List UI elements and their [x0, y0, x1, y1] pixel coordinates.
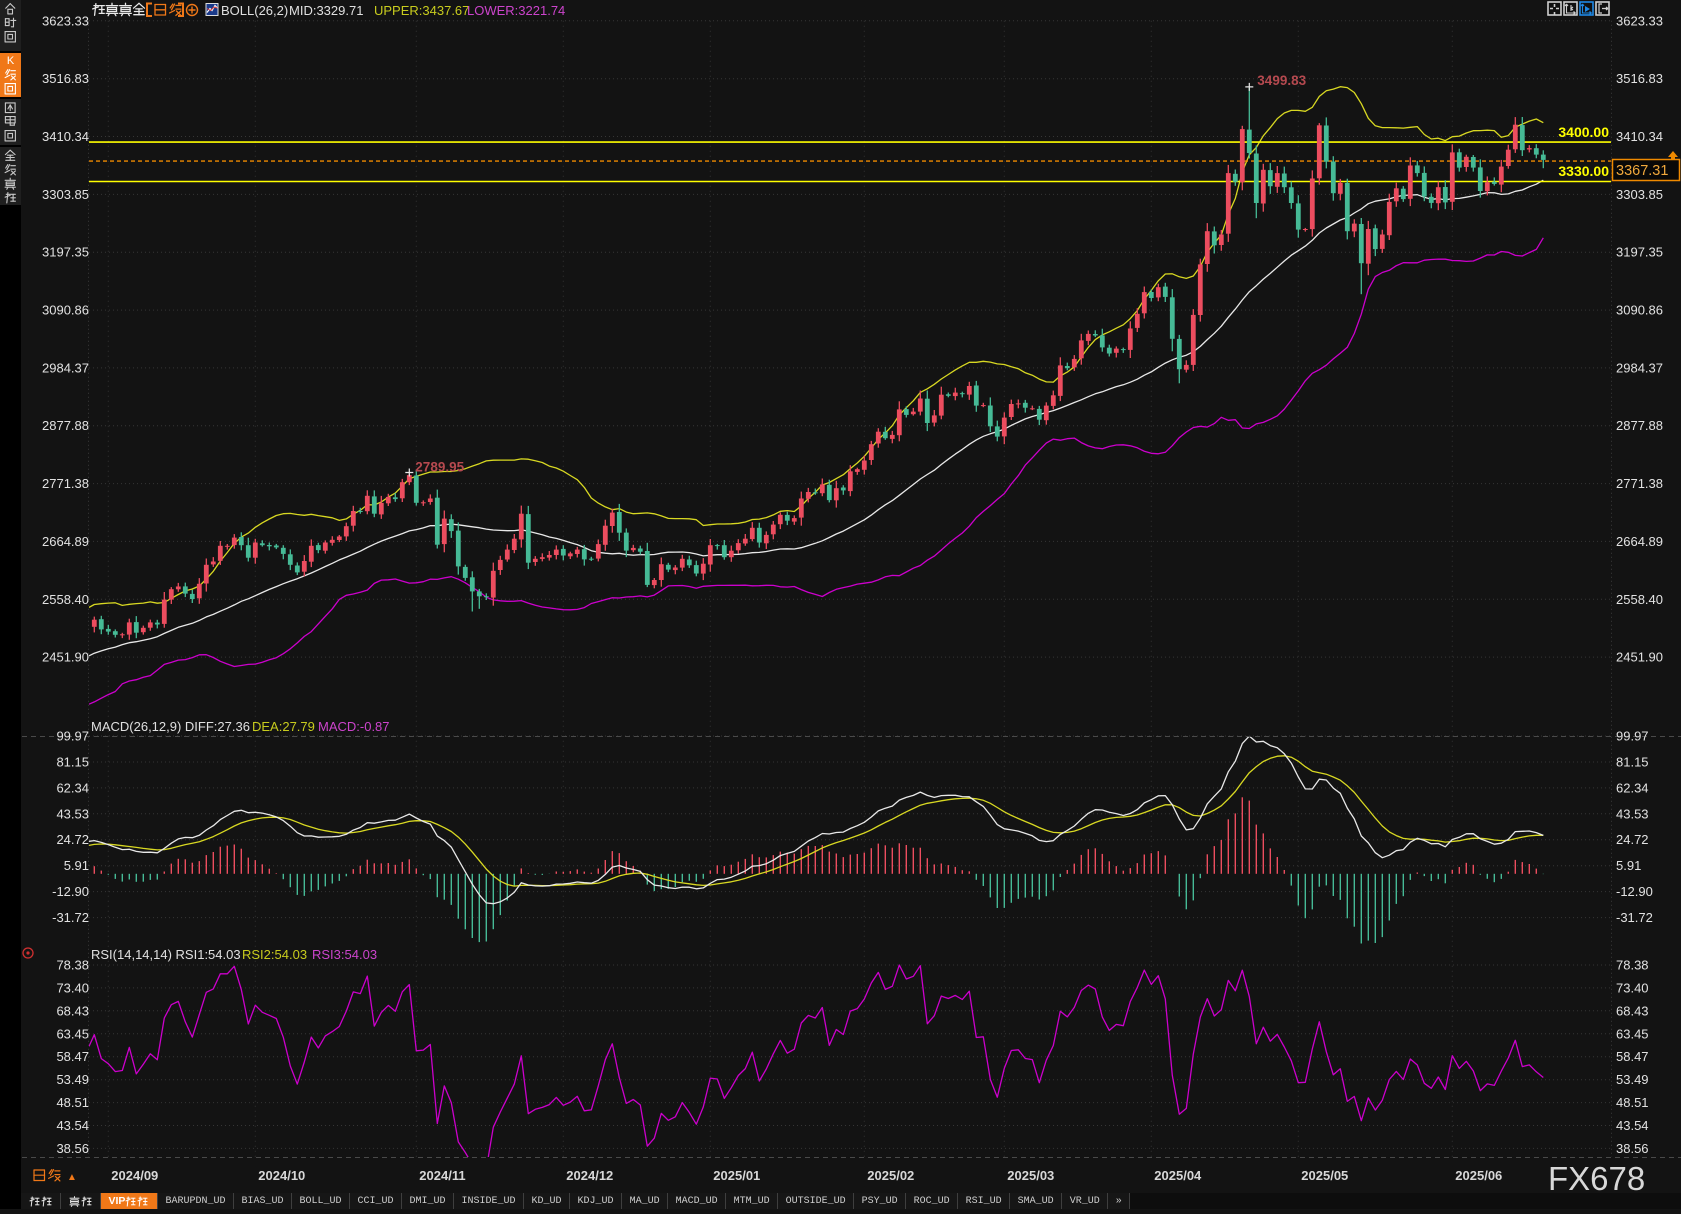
svg-text:73.40: 73.40 — [1616, 980, 1649, 995]
svg-text:BOLL(26,2): BOLL(26,2) — [221, 3, 288, 18]
svg-text:3090.86: 3090.86 — [1616, 303, 1663, 318]
svg-text:3367.31: 3367.31 — [1616, 163, 1668, 179]
svg-text:DEA:27.79: DEA:27.79 — [252, 719, 315, 734]
svg-text:2024/12: 2024/12 — [566, 1168, 613, 1183]
svg-text:3303.85: 3303.85 — [42, 187, 89, 202]
svg-text:2877.88: 2877.88 — [1616, 418, 1663, 433]
svg-text:3330.00: 3330.00 — [1558, 163, 1609, 179]
svg-text:53.49: 53.49 — [56, 1072, 89, 1087]
svg-text:2024/11: 2024/11 — [419, 1168, 465, 1183]
svg-text:2025/06: 2025/06 — [1455, 1168, 1502, 1183]
svg-text:2664.89: 2664.89 — [42, 534, 89, 549]
svg-text:99.97: 99.97 — [1616, 729, 1649, 744]
svg-text:2451.90: 2451.90 — [1616, 650, 1663, 665]
svg-text:78.38: 78.38 — [56, 958, 89, 973]
svg-text:62.34: 62.34 — [56, 780, 89, 795]
svg-text:3516.83: 3516.83 — [42, 71, 89, 86]
svg-text:53.49: 53.49 — [1616, 1072, 1649, 1087]
svg-text:78.38: 78.38 — [1616, 958, 1649, 973]
svg-text:3623.33: 3623.33 — [42, 13, 89, 28]
svg-text:2558.40: 2558.40 — [42, 592, 89, 607]
svg-text:RSI2:54.03: RSI2:54.03 — [242, 947, 307, 962]
svg-text:3400.00: 3400.00 — [1558, 124, 1609, 140]
svg-text:2789.95: 2789.95 — [415, 460, 464, 475]
svg-text:3410.34: 3410.34 — [1616, 129, 1663, 144]
svg-text:63.45: 63.45 — [56, 1026, 89, 1041]
svg-text:48.51: 48.51 — [56, 1095, 89, 1110]
svg-text:3516.83: 3516.83 — [1616, 71, 1663, 86]
svg-text:58.47: 58.47 — [1616, 1049, 1649, 1064]
svg-text:73.40: 73.40 — [56, 980, 89, 995]
svg-text:3499.83: 3499.83 — [1257, 73, 1306, 88]
svg-text:▲: ▲ — [67, 1172, 77, 1183]
svg-text:43.54: 43.54 — [56, 1118, 89, 1133]
svg-text:3090.86: 3090.86 — [42, 303, 89, 318]
svg-text:38.56: 38.56 — [1616, 1141, 1649, 1156]
svg-text:2877.88: 2877.88 — [42, 418, 89, 433]
svg-text:-12.90: -12.90 — [52, 884, 89, 899]
svg-text:43.53: 43.53 — [1616, 806, 1649, 821]
svg-text:48.51: 48.51 — [1616, 1095, 1649, 1110]
svg-text:62.34: 62.34 — [1616, 780, 1649, 795]
svg-text:-31.72: -31.72 — [52, 910, 89, 925]
svg-text:2984.37: 2984.37 — [1616, 360, 1663, 375]
svg-text:2664.89: 2664.89 — [1616, 534, 1663, 549]
svg-text:58.47: 58.47 — [56, 1049, 89, 1064]
svg-text:68.43: 68.43 — [1616, 1003, 1649, 1018]
svg-text:2025/02: 2025/02 — [867, 1168, 914, 1183]
svg-text:2771.38: 2771.38 — [1616, 476, 1663, 491]
svg-text:2024/10: 2024/10 — [258, 1168, 305, 1183]
svg-text:3303.85: 3303.85 — [1616, 187, 1663, 202]
svg-text:UPPER:3437.67: UPPER:3437.67 — [374, 3, 469, 18]
svg-text:43.54: 43.54 — [1616, 1118, 1649, 1133]
svg-text:2558.40: 2558.40 — [1616, 592, 1663, 607]
svg-text:RSI(14,14,14) RSI1:54.03: RSI(14,14,14) RSI1:54.03 — [91, 947, 241, 962]
svg-text:2451.90: 2451.90 — [42, 650, 89, 665]
svg-text:2025/05: 2025/05 — [1301, 1168, 1348, 1183]
svg-text:5.91: 5.91 — [1616, 858, 1641, 873]
svg-text:3197.35: 3197.35 — [1616, 245, 1663, 260]
svg-text:24.72: 24.72 — [1616, 832, 1649, 847]
svg-text:2024/09: 2024/09 — [111, 1168, 158, 1183]
svg-text:24.72: 24.72 — [56, 832, 89, 847]
svg-text:MACD:-0.87: MACD:-0.87 — [318, 719, 390, 734]
svg-text:99.97: 99.97 — [56, 729, 89, 744]
svg-text:-12.90: -12.90 — [1616, 884, 1653, 899]
svg-text:2025/01: 2025/01 — [713, 1168, 760, 1183]
svg-text:3197.35: 3197.35 — [42, 245, 89, 260]
svg-text:LOWER:3221.74: LOWER:3221.74 — [467, 3, 565, 18]
svg-text:68.43: 68.43 — [56, 1003, 89, 1018]
svg-text:43.53: 43.53 — [56, 806, 89, 821]
svg-text:RSI3:54.03: RSI3:54.03 — [312, 947, 377, 962]
svg-text:38.56: 38.56 — [56, 1141, 89, 1156]
svg-text:FX678: FX678 — [1548, 1160, 1645, 1197]
svg-text:-31.72: -31.72 — [1616, 910, 1653, 925]
svg-text:81.15: 81.15 — [56, 755, 89, 770]
svg-text:2025/03: 2025/03 — [1007, 1168, 1054, 1183]
svg-text:5.91: 5.91 — [64, 858, 89, 873]
svg-text:2771.38: 2771.38 — [42, 476, 89, 491]
svg-text:81.15: 81.15 — [1616, 755, 1649, 770]
svg-text:3410.34: 3410.34 — [42, 129, 89, 144]
svg-text:2984.37: 2984.37 — [42, 360, 89, 375]
svg-text:MID:3329.71: MID:3329.71 — [289, 3, 363, 18]
svg-text:3623.33: 3623.33 — [1616, 13, 1663, 28]
svg-text:MACD(26,12,9) DIFF:27.36: MACD(26,12,9) DIFF:27.36 — [91, 719, 250, 734]
svg-text:2025/04: 2025/04 — [1154, 1168, 1202, 1183]
svg-text:63.45: 63.45 — [1616, 1026, 1649, 1041]
